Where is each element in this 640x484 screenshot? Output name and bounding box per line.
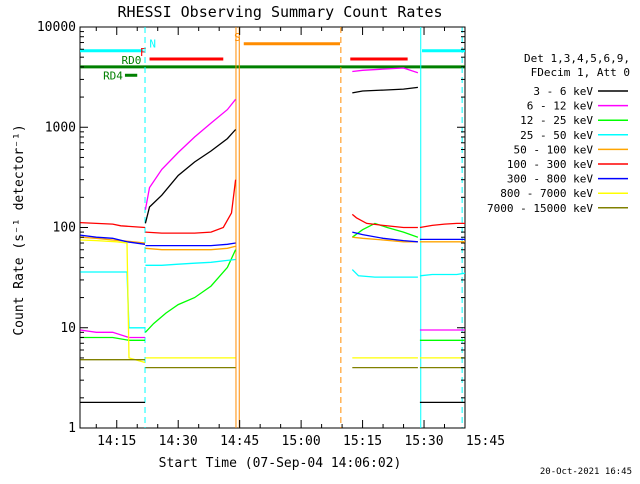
legend-label: 7000 - 15000 keV (487, 202, 593, 215)
series-line (351, 269, 418, 278)
legend-label: 3 - 6 keV (533, 85, 593, 98)
y-tick-label: 10000 (37, 20, 76, 35)
series-group (80, 359, 465, 369)
y-tick-label: 1 (68, 421, 76, 436)
footer-timestamp: 20-Oct-2021 16:45 (539, 467, 632, 477)
series-line (351, 213, 418, 229)
flag-label: S (234, 31, 241, 44)
series-line (80, 236, 146, 244)
axes: 14:15 14:30 14:45 15:00 15:15 15:30 15:45 1 10 10… (37, 20, 505, 449)
y-tick-label: 100 (53, 221, 76, 236)
series-line (352, 231, 418, 243)
legend-label: 25 - 50 keV (520, 129, 593, 142)
series-line (144, 249, 237, 333)
legend-label: 50 - 100 keV (514, 143, 594, 156)
legend-title-line-1: Det 1,3,4,5,6,9, (524, 52, 630, 65)
x-tick-label: 14:30 (159, 434, 198, 449)
series-line (80, 221, 146, 229)
series-line (352, 236, 418, 243)
y-tick-label: 1000 (45, 120, 76, 135)
legend-title-line-2: FDecim 1, Att 0 (531, 66, 630, 79)
flag-label: F (140, 46, 147, 59)
legend-label: 800 - 7000 keV (500, 187, 593, 200)
x-tick-label: 14:15 (97, 434, 136, 449)
series-group (80, 86, 465, 404)
x-tick-label: 15:15 (343, 434, 382, 449)
series-line (352, 86, 418, 94)
x-tick-label: 15:00 (282, 434, 321, 449)
y-tick-label: 10 (60, 321, 76, 336)
series-line (352, 67, 419, 74)
x-axis-label: Start Time (07-Sep-04 14:06:02) (159, 456, 402, 471)
chart-title: RHESSI Observing Summary Count Rates (117, 3, 442, 21)
x-tick-label: 15:45 (466, 434, 505, 449)
series-line (80, 234, 146, 245)
series-group (80, 179, 465, 234)
legend-label: 300 - 800 keV (507, 173, 593, 186)
flag-label: N (149, 38, 156, 51)
series-group (80, 67, 465, 339)
series-line (419, 222, 465, 229)
series-line (80, 336, 145, 341)
series-line (145, 245, 236, 251)
legend-label: 100 - 300 keV (507, 158, 593, 171)
series-line (419, 272, 466, 277)
series-group (80, 239, 465, 364)
series-group (80, 258, 466, 329)
series-line (145, 258, 236, 266)
y-axis-label: Count Rate (s⁻¹ detector⁻¹) (12, 124, 27, 335)
series-line (144, 129, 237, 224)
flag-label: RD0 (121, 54, 141, 67)
legend-label: 6 - 12 keV (527, 100, 594, 113)
series-group (80, 231, 465, 247)
series-line (144, 98, 237, 210)
series-line (145, 179, 237, 234)
series-line (145, 242, 236, 247)
series-line (80, 271, 145, 329)
x-tick-label: 14:45 (220, 434, 259, 449)
series-line (80, 239, 146, 364)
flag-label: RD4 (103, 69, 123, 82)
legend-label: 12 - 25 keV (520, 114, 593, 127)
series-line (80, 329, 145, 339)
series-group (80, 236, 465, 251)
series-lines (80, 67, 466, 404)
x-tick-label: 15:30 (404, 434, 443, 449)
legend: Det 1,3,4,5,6,9, FDecim 1, Att 0 3 - 6 k… (487, 52, 630, 215)
